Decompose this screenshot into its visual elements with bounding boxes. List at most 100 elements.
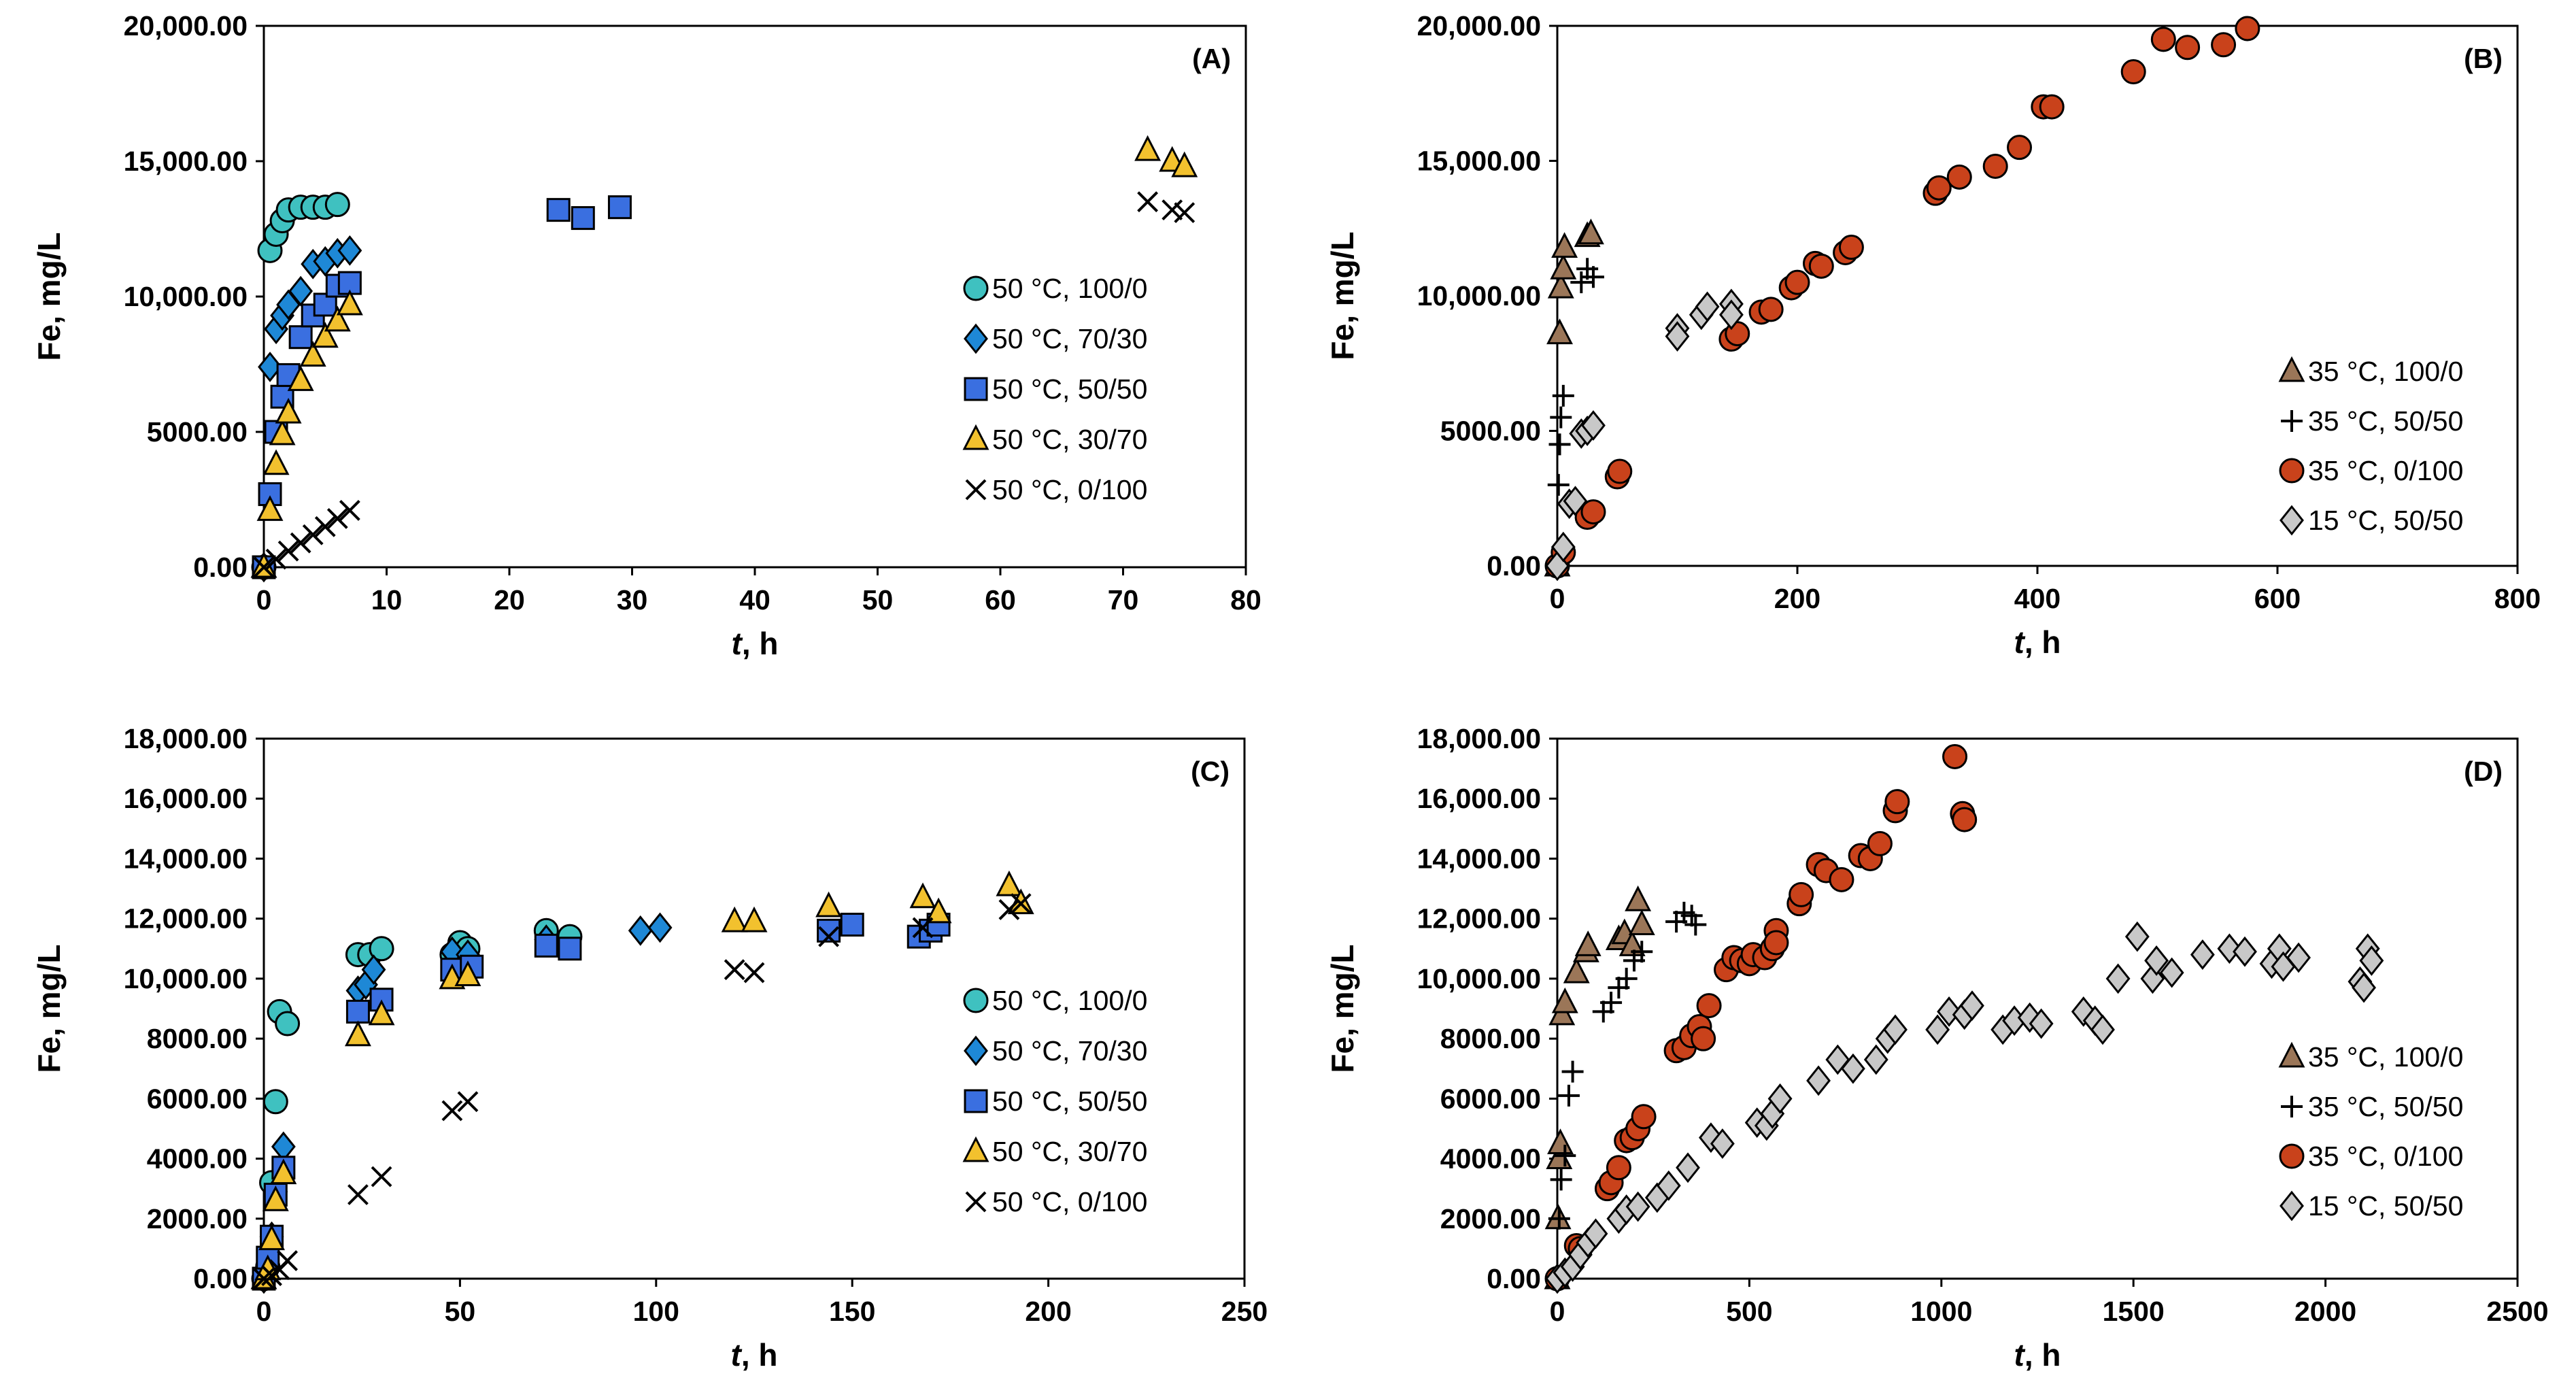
- data-point: [1137, 191, 1159, 213]
- y-tick-label: 16,000.00: [1417, 783, 1541, 814]
- y-tick-label: 6000.00: [147, 1083, 248, 1114]
- data-point: [1550, 254, 1577, 280]
- data-point: [534, 933, 558, 958]
- data-point: [1600, 992, 1623, 1014]
- data-point: [262, 1089, 288, 1115]
- panel-label: (B): [2464, 43, 2503, 74]
- data-point: [1695, 291, 1720, 322]
- data-point: [290, 532, 311, 554]
- y-tick-label: 20,000.00: [124, 10, 248, 41]
- x-tick-label: 10: [371, 584, 403, 616]
- data-point: [1631, 941, 1653, 963]
- legend-marker: [963, 988, 989, 1013]
- data-point: [2105, 963, 2131, 994]
- data-point: [2159, 957, 2184, 988]
- y-axis-label: Fe, mg/L: [1325, 231, 1360, 360]
- data-point: [1767, 1083, 1793, 1114]
- y-tick-label: 15,000.00: [1417, 146, 1541, 177]
- legend-marker: [965, 479, 987, 501]
- data-point: [2359, 945, 2384, 976]
- data-point: [1548, 1207, 1570, 1230]
- legend-marker: [2278, 1041, 2305, 1068]
- data-point: [302, 524, 324, 545]
- data-point: [361, 954, 386, 986]
- data-point: [2039, 94, 2065, 120]
- legend-marker: [2281, 410, 2303, 432]
- data-point: [1551, 232, 1578, 258]
- data-point: [1867, 830, 1893, 856]
- data-point: [344, 1020, 371, 1047]
- data-point: [369, 936, 394, 962]
- x-tick-label: 80: [1230, 584, 1261, 616]
- data-point: [1547, 473, 1570, 496]
- x-tick-label: 1000: [1910, 1296, 1972, 1327]
- data-point: [2175, 35, 2201, 61]
- x-tick-label: 0: [256, 584, 272, 616]
- data-point: [1574, 930, 1601, 956]
- panel-label: (A): [1192, 43, 1231, 74]
- data-point: [1829, 866, 1854, 892]
- plot-area: [262, 737, 1246, 1280]
- data-point: [1583, 1218, 1608, 1249]
- x-tick-label: 2500: [2486, 1296, 2548, 1327]
- legend-entry: 50 °C, 70/30: [992, 323, 1147, 354]
- data-point: [1838, 235, 1864, 260]
- data-point: [1808, 253, 1834, 279]
- data-point: [262, 449, 290, 475]
- data-point: [1550, 1168, 1572, 1191]
- data-point: [2211, 32, 2237, 58]
- chart-panel-2: 0 200 400 600 800 0.00 5000.00 10,000.00 15,000.…: [1325, 10, 2541, 660]
- series-5: [253, 893, 1032, 1290]
- panel-label: (C): [1191, 756, 1230, 787]
- data-point: [1952, 807, 1978, 832]
- data-point: [2233, 936, 2257, 967]
- x-tick-label: 600: [2254, 583, 2301, 614]
- data-point: [1581, 410, 1606, 441]
- y-tick-label: 10,000.00: [124, 281, 248, 312]
- series-1: [1544, 885, 1655, 1290]
- y-tick-label: 18,000.00: [1417, 723, 1541, 754]
- data-point: [998, 899, 1020, 920]
- y-tick-label: 12,000.00: [124, 903, 248, 935]
- legend-marker: [2279, 1143, 2305, 1169]
- x-tick-label: 150: [829, 1296, 875, 1327]
- data-point: [1577, 218, 1604, 245]
- x-axis-label: t, h: [2014, 624, 2061, 660]
- data-point: [1570, 271, 1593, 294]
- data-point: [2124, 921, 2150, 952]
- data-point: [1631, 1104, 1657, 1130]
- data-point: [1561, 1060, 1584, 1083]
- legend-marker: [963, 275, 989, 301]
- data-point: [262, 1185, 289, 1211]
- legend-entry: 15 °C, 50/50: [2308, 1190, 2463, 1222]
- panel-label: (D): [2464, 756, 2503, 787]
- x-tick-label: 250: [1221, 1296, 1268, 1327]
- y-tick-label: 2000.00: [147, 1203, 248, 1234]
- y-tick-label: 0.00: [1487, 550, 1541, 582]
- data-point: [345, 999, 370, 1024]
- data-point: [546, 198, 571, 222]
- series-4: [1545, 288, 1744, 582]
- data-point: [571, 206, 595, 231]
- data-point: [925, 897, 952, 924]
- data-point: [265, 548, 287, 570]
- legend-entry: 50 °C, 70/30: [992, 1035, 1147, 1066]
- legend-marker: [964, 323, 988, 354]
- data-point: [741, 906, 768, 932]
- data-point: [1582, 266, 1604, 288]
- legend-entry: 35 °C, 0/100: [2308, 455, 2463, 486]
- x-tick-label: 200: [1025, 1296, 1071, 1327]
- x-axis-label: t, h: [732, 626, 779, 661]
- y-tick-label: 0.00: [193, 1263, 248, 1294]
- x-tick-label: 500: [1726, 1296, 1772, 1327]
- y-axis-label: Fe, mg/L: [31, 944, 67, 1073]
- y-tick-label: 8000.00: [1440, 1023, 1541, 1054]
- data-point: [1806, 1065, 1831, 1096]
- legend-marker: [965, 1191, 987, 1213]
- data-point: [1926, 175, 1952, 201]
- data-point: [743, 962, 765, 983]
- legend-entry: 35 °C, 50/50: [2308, 1091, 2463, 1122]
- data-point: [1625, 1191, 1650, 1222]
- data-point: [1563, 486, 1588, 517]
- data-point: [1691, 1026, 1716, 1051]
